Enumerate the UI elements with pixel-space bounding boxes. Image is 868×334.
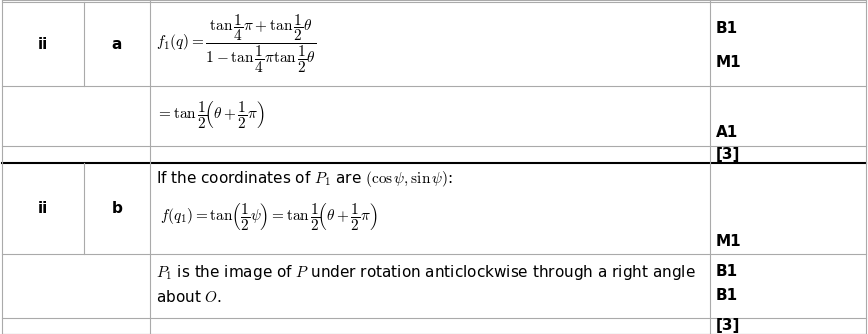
Text: B1: B1 <box>716 288 738 303</box>
Text: b: b <box>112 201 122 216</box>
Text: a: a <box>112 37 122 51</box>
Text: B1: B1 <box>716 21 738 36</box>
Text: M1: M1 <box>716 55 741 70</box>
Text: $P_1$ is the image of $P$ under rotation anticlockwise through a right angle: $P_1$ is the image of $P$ under rotation… <box>156 264 696 283</box>
Text: $f(q_1) = \tan\!\left(\dfrac{1}{2}\psi\right) = \tan\dfrac{1}{2}\!\left(\theta +: $f(q_1) = \tan\!\left(\dfrac{1}{2}\psi\r… <box>160 202 378 233</box>
Text: ii: ii <box>38 201 48 216</box>
Text: [3]: [3] <box>716 147 740 162</box>
Text: ii: ii <box>38 37 48 51</box>
Text: about $O$.: about $O$. <box>156 289 221 305</box>
Text: A1: A1 <box>716 125 739 140</box>
Text: [3]: [3] <box>716 318 740 333</box>
Text: $= \tan\dfrac{1}{2}\!\left(\theta + \dfrac{1}{2}\pi\right)$: $= \tan\dfrac{1}{2}\!\left(\theta + \dfr… <box>156 101 265 132</box>
Text: B1: B1 <box>716 264 738 279</box>
Text: $f_1(q) = \dfrac{\tan\dfrac{1}{4}\pi + \tan\dfrac{1}{2}\theta}{1 - \tan\dfrac{1}: $f_1(q) = \dfrac{\tan\dfrac{1}{4}\pi + \… <box>156 13 316 75</box>
Text: M1: M1 <box>716 234 741 249</box>
Text: If the coordinates of $P_1$ are $(\cos \psi , \sin \psi )$:: If the coordinates of $P_1$ are $(\cos \… <box>156 169 453 189</box>
